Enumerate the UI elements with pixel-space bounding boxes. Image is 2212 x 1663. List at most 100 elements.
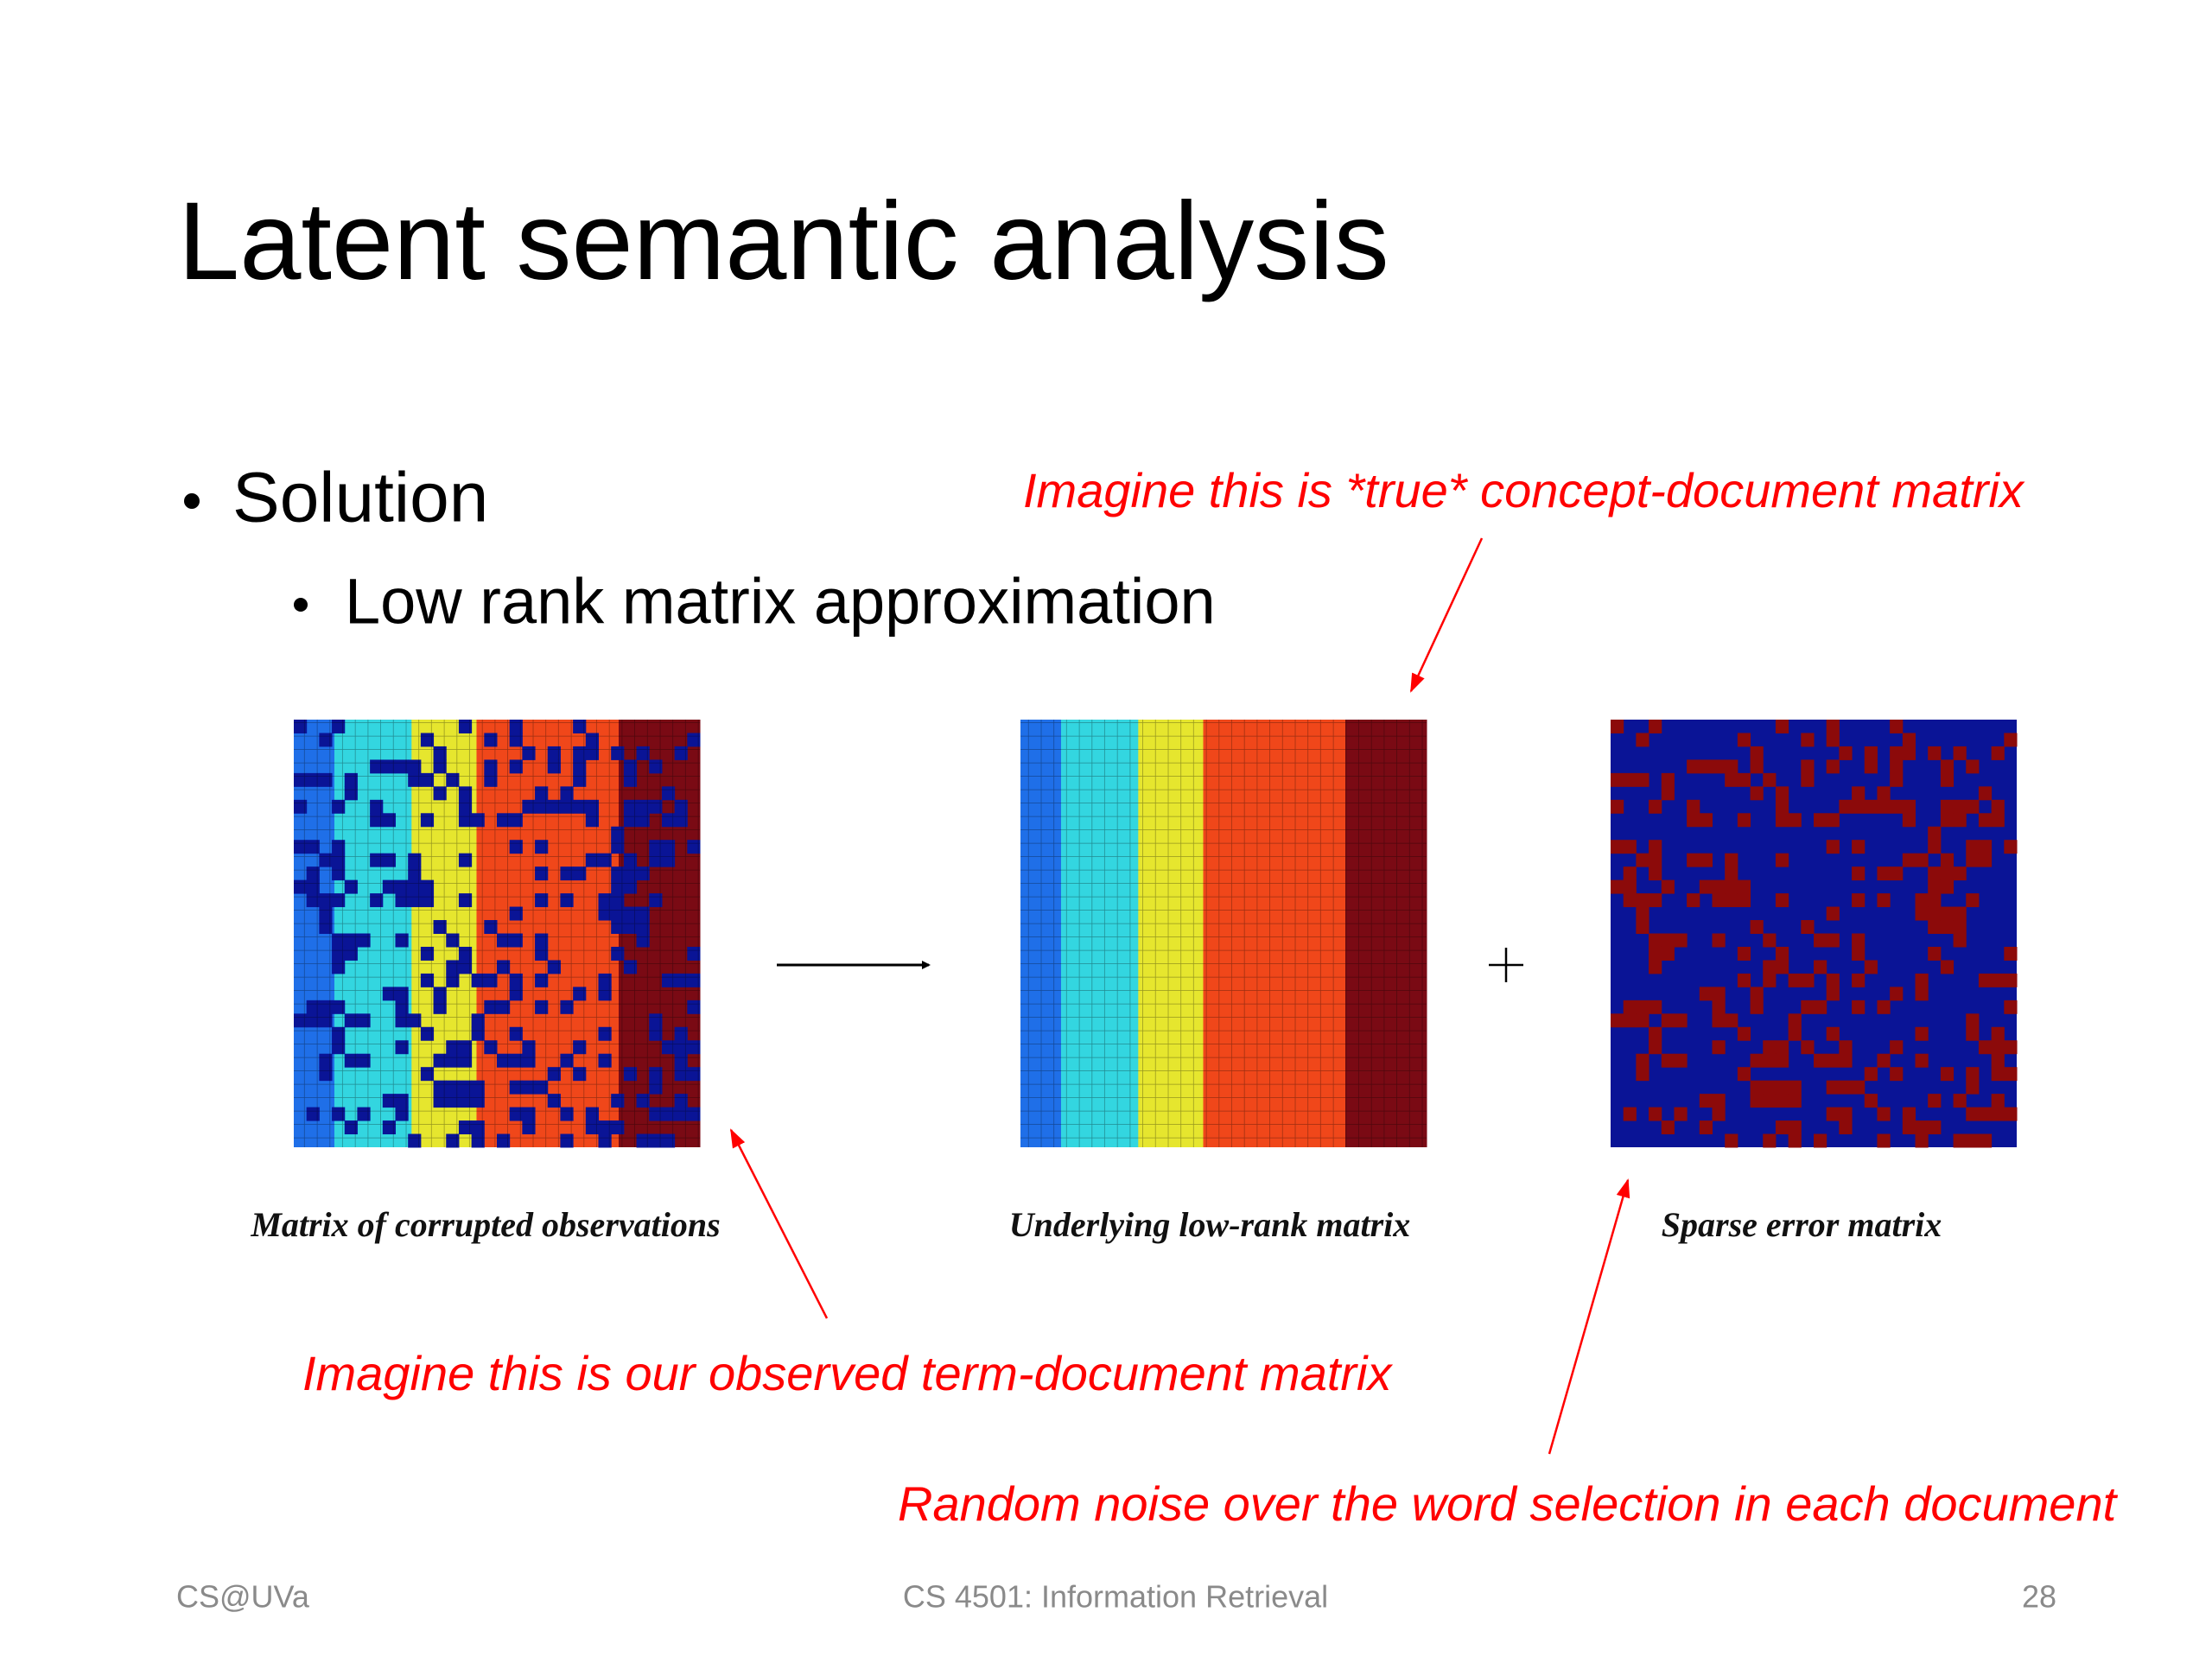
plus-sign bbox=[1489, 948, 1523, 982]
matrix-cell bbox=[1852, 866, 1866, 881]
matrix-cell bbox=[1928, 746, 1942, 760]
matrix-cell bbox=[1928, 879, 1942, 894]
matrix-cell bbox=[1636, 733, 1649, 747]
matrix-cell bbox=[1737, 879, 1751, 894]
matrix-cell bbox=[1699, 813, 1713, 828]
matrix-cell bbox=[1814, 933, 1827, 948]
matrix-cell bbox=[1915, 1120, 1929, 1135]
matrix-cell bbox=[1852, 786, 1866, 801]
matrix-cell bbox=[1737, 813, 1751, 828]
matrix-cell bbox=[1902, 813, 1916, 828]
matrix-cell bbox=[1978, 1107, 1993, 1121]
matrix-cell bbox=[1661, 786, 1675, 801]
matrix-cell bbox=[1750, 1053, 1764, 1068]
matrix-cell bbox=[2004, 973, 2018, 987]
matrix-cell bbox=[1649, 866, 1662, 881]
matrix-cell bbox=[1725, 853, 1738, 867]
matrix-cell bbox=[1928, 826, 1942, 841]
matrix-cell bbox=[1902, 1107, 1916, 1121]
matrix-cell bbox=[1953, 933, 1967, 948]
matrix-cell bbox=[1966, 759, 1980, 774]
matrix-cell bbox=[1890, 759, 1904, 774]
matrix-cell bbox=[1890, 772, 1904, 787]
matrix-cell bbox=[1991, 813, 2005, 828]
matrix-cell bbox=[1623, 1000, 1637, 1014]
matrix-cell bbox=[1775, 1120, 1789, 1135]
matrix-cell bbox=[1915, 1026, 1929, 1041]
matrix-cell bbox=[1902, 746, 1916, 760]
matrix-cell bbox=[1623, 893, 1637, 908]
matrix-cell bbox=[1636, 1053, 1649, 1068]
matrix-cell bbox=[1826, 759, 1840, 774]
matrix-cell bbox=[1940, 960, 1955, 974]
matrix-cell bbox=[1737, 893, 1751, 908]
matrix-cell bbox=[1839, 746, 1853, 760]
matrix-cell bbox=[1750, 1000, 1764, 1014]
matrix-cell bbox=[1725, 772, 1738, 787]
matrix-cell bbox=[1649, 1000, 1662, 1014]
matrix-cell bbox=[1623, 866, 1637, 881]
matrix-cell bbox=[1890, 1040, 1904, 1055]
matrix-cell bbox=[1712, 1000, 1726, 1014]
matrix-cell bbox=[1991, 1067, 2005, 1082]
matrix-cell bbox=[1649, 840, 1662, 854]
matrix-cell bbox=[1712, 987, 1726, 1001]
matrix-cell bbox=[1864, 960, 1878, 974]
matrix-cell bbox=[1661, 933, 1675, 948]
annotation-arrow bbox=[729, 1128, 829, 1319]
matrix-cell bbox=[1775, 946, 1789, 961]
matrix-cell bbox=[1611, 799, 1624, 814]
matrix-cell bbox=[1940, 853, 1955, 867]
matrix-cell bbox=[1915, 853, 1929, 867]
matrix-cell bbox=[1636, 1013, 1649, 1028]
matrix-cell bbox=[1902, 853, 1916, 867]
matrix-cell bbox=[1649, 1107, 1662, 1121]
matrix-cell bbox=[1966, 1067, 1980, 1082]
annotation: Random noise over the word selection in … bbox=[898, 1476, 2119, 1531]
matrix-cell bbox=[1839, 1053, 1853, 1068]
matrix-cell bbox=[1978, 786, 1993, 801]
matrix-cell bbox=[1801, 759, 1815, 774]
matrix-cell bbox=[1649, 1026, 1662, 1041]
matrix-cell bbox=[1940, 813, 1955, 828]
matrix-cell bbox=[1775, 853, 1789, 867]
matrix-cell bbox=[1699, 1094, 1713, 1108]
matrix-cell bbox=[1877, 799, 1891, 814]
matrix-cell bbox=[1991, 1053, 2005, 1068]
matrix-cell bbox=[1953, 906, 1967, 921]
matrix-cell bbox=[1839, 799, 1853, 814]
matrix-cell bbox=[1750, 987, 1764, 1001]
matrix-cell bbox=[1788, 1133, 1802, 1148]
matrix-cell bbox=[1649, 933, 1662, 948]
matrix-cell bbox=[1750, 786, 1764, 801]
matrix-cell bbox=[1966, 1133, 1980, 1148]
matrix-cell bbox=[1864, 759, 1878, 774]
matrix-cell bbox=[1775, 960, 1789, 974]
matrix-cell bbox=[1940, 759, 1955, 774]
matrix-cell bbox=[1788, 1094, 1802, 1108]
matrix-cell bbox=[1737, 1067, 1751, 1082]
matrix-cell bbox=[1991, 746, 2005, 760]
matrix-cell bbox=[1814, 813, 1827, 828]
matrix-cell bbox=[1852, 840, 1866, 854]
matrix-cell bbox=[1826, 720, 1840, 733]
matrix-cell bbox=[1788, 1026, 1802, 1041]
annotation: Imagine this is *true* concept-document … bbox=[1023, 463, 2025, 517]
matrix-cell bbox=[1826, 733, 1840, 747]
matrix-cell bbox=[1763, 1040, 1777, 1055]
matrix-cell bbox=[1763, 1094, 1777, 1108]
matrix-cell bbox=[1674, 933, 1688, 948]
matrix-cell bbox=[1712, 1013, 1726, 1028]
matrix-corrupted bbox=[294, 720, 701, 1148]
matrix-cell bbox=[1763, 1080, 1777, 1095]
matrix-cell bbox=[1826, 1080, 1840, 1095]
matrix-cell bbox=[1611, 720, 1624, 733]
matrix-cell bbox=[1928, 946, 1942, 961]
matrix-cell bbox=[1788, 973, 1802, 987]
matrix-cell bbox=[1611, 772, 1624, 787]
matrix-cell bbox=[1636, 920, 1649, 934]
matrix-cell bbox=[1915, 906, 1929, 921]
annotation-arrow bbox=[1548, 1178, 1630, 1455]
matrix-cell bbox=[1649, 799, 1662, 814]
